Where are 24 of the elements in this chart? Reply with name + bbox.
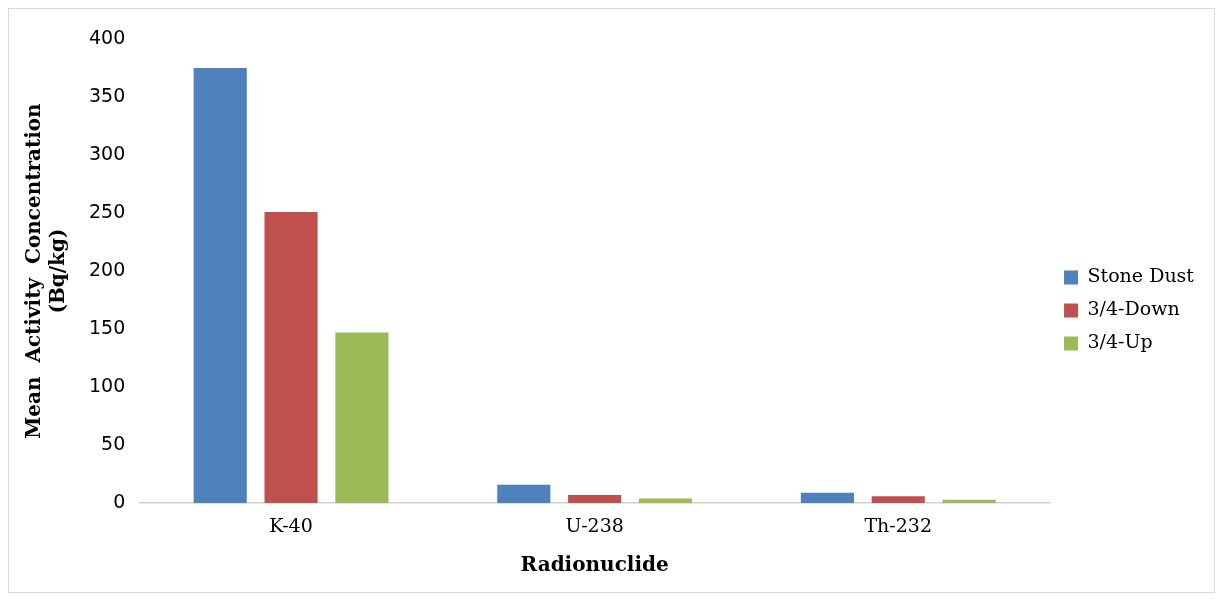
bar (193, 68, 247, 504)
bar (568, 495, 622, 504)
y-tick-label: 50 (101, 432, 126, 455)
legend-label: 3/4-Up (1087, 330, 1153, 353)
x-tick-label: K-40 (269, 513, 313, 536)
y-tick-label: 200 (89, 258, 126, 281)
y-tick-label: 0 (113, 490, 126, 513)
legend-label: Stone Dust (1087, 264, 1195, 287)
x-tick-label: Th-232 (864, 513, 933, 536)
bar (335, 332, 389, 504)
y-tick-label: 100 (89, 374, 126, 397)
x-axis-title: Radionuclide (520, 552, 669, 577)
y-tick-label: 300 (89, 141, 126, 164)
y-tick-label: 150 (89, 316, 126, 339)
y-tick-label: 350 (89, 83, 126, 106)
x-tick-label: U-238 (565, 513, 624, 536)
y-tick-label: 400 (89, 25, 126, 48)
y-axis-title: Mean Activity Concentration (Bq/kg) (21, 102, 70, 439)
legend-label: 3/4-Down (1087, 297, 1180, 320)
bar (497, 484, 551, 504)
bar (264, 211, 318, 504)
bar (800, 492, 854, 504)
bar (871, 496, 925, 504)
y-tick-label: 250 (89, 200, 126, 223)
